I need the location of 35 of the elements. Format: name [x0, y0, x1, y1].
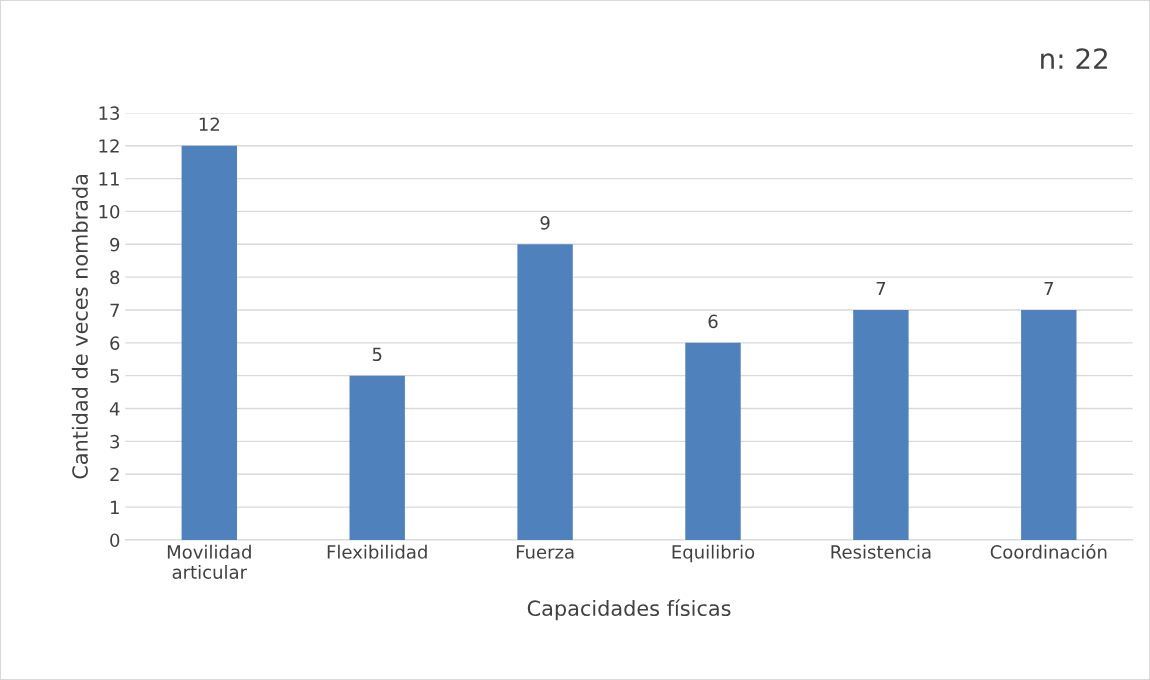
y-tick-label: 8	[110, 270, 120, 285]
data-label: 9	[540, 216, 550, 230]
y-tick-label: 1	[110, 500, 119, 514]
text: n: 22	[1041, 48, 1107, 69]
x-tick-label: Flexibilidad	[327, 544, 427, 559]
x-tick-label: Equilibrio	[672, 544, 755, 563]
y-tick-label: 9	[110, 237, 120, 252]
bar	[181, 145, 237, 540]
x-tick-label: Fuerza	[516, 545, 574, 559]
x-tick-label: Movilidad articular	[167, 544, 251, 579]
y-tick-label: 13	[99, 106, 120, 120]
y-tick-label: 2	[110, 467, 119, 482]
bar	[853, 309, 909, 540]
bar	[1021, 309, 1077, 540]
y-tick-label: 5	[110, 369, 119, 383]
bar	[349, 375, 405, 540]
bar	[685, 342, 741, 540]
y-tick-label: 12	[99, 139, 119, 153]
y-tick-label: 3	[110, 434, 120, 449]
data-label: 12	[199, 117, 219, 131]
y-tick-label: 0	[110, 533, 120, 548]
x-tick-label: Resistencia	[831, 544, 931, 559]
y-tick-label: 4	[109, 402, 120, 416]
data-label: 5	[372, 347, 382, 362]
data-label: 7	[1044, 281, 1053, 296]
data-label: 6	[708, 314, 718, 329]
x-tick-label: Coordinación	[990, 544, 1107, 559]
bar	[517, 244, 573, 540]
y-tick-label: 7	[110, 303, 119, 317]
y-tick-label: 6	[110, 336, 120, 350]
data-label: 7	[876, 281, 886, 296]
y-tick-label: 10	[99, 204, 120, 219]
y-axis-title: Cantidad de veces nombrada	[71, 174, 88, 479]
x-axis-title: Capacidades físicas	[527, 599, 731, 621]
y-tick-label: 11	[99, 172, 119, 186]
